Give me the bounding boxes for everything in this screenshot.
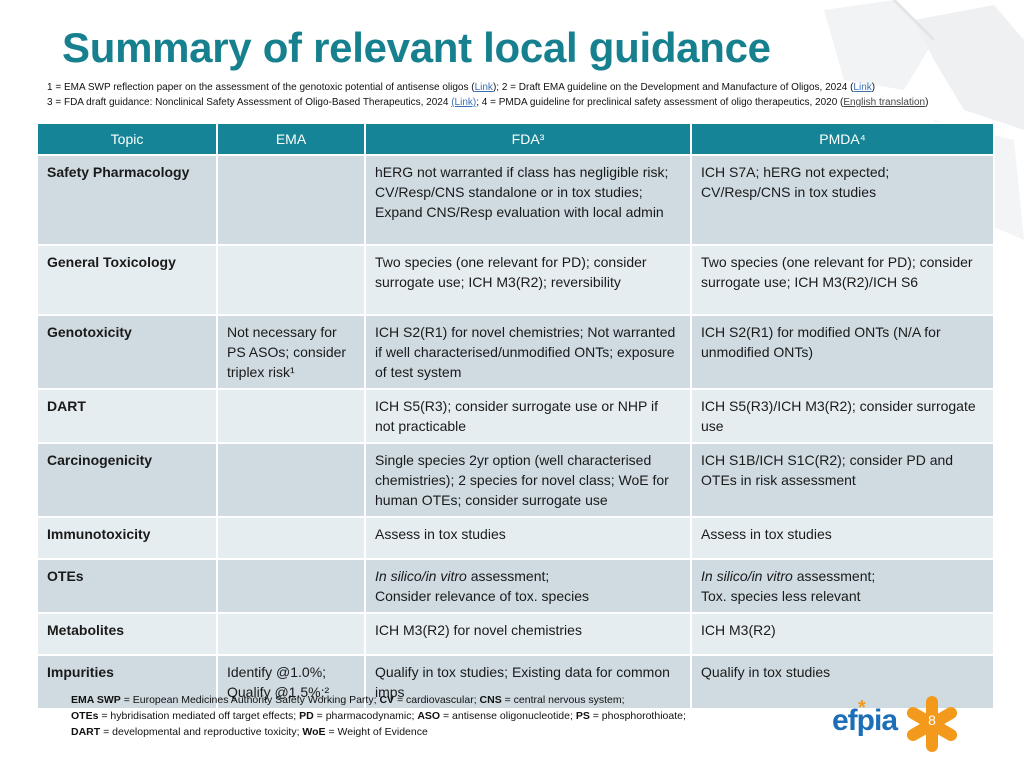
- fda-cell: ICH M3(R2) for novel chemistries: [364, 612, 692, 656]
- pmda-cell: ICH S2(R1) for modified ONTs (N/A for un…: [690, 314, 995, 390]
- fda-cell: Assess in tox studies: [364, 516, 692, 560]
- table-row: Carcinogenicity Single species 2yr optio…: [36, 442, 995, 518]
- table-row: OTEs In silico/in vitro assessment; Cons…: [36, 558, 995, 614]
- reference-line-1: 1 = EMA SWP reflection paper on the asse…: [47, 82, 876, 93]
- pmda-cell: Qualify in tox studies: [690, 654, 995, 710]
- pmda-cell: ICH S1B/ICH S1C(R2); consider PD and OTE…: [690, 442, 995, 518]
- pmda-cell: ICH S5(R3)/ICH M3(R2); consider surrogat…: [690, 388, 995, 444]
- column-header-fda: FDA³: [364, 122, 692, 156]
- reference-line-2: 3 = FDA draft guidance: Nonclinical Safe…: [47, 97, 929, 108]
- pmda-cell: ICH M3(R2): [690, 612, 995, 656]
- efpia-logo: efpia: [832, 704, 898, 737]
- topic-cell: Impurities: [36, 654, 218, 710]
- table-row: Impurities Identify @1.0%; Qualify @1.5%…: [36, 654, 995, 710]
- reference-4-link[interactable]: English translation: [843, 97, 926, 108]
- fda-cell: Single species 2yr option (well characte…: [364, 442, 692, 518]
- pmda-cell: Assess in tox studies: [690, 516, 995, 560]
- topic-cell: Immunotoxicity: [36, 516, 218, 560]
- ema-cell: [216, 516, 366, 560]
- fda-cell: ICH S2(R1) for novel chemistries; Not wa…: [364, 314, 692, 390]
- page-number: 8: [928, 712, 936, 728]
- pmda-cell: ICH S7A; hERG not expected; CV/Resp/CNS …: [690, 154, 995, 246]
- references: 1 = EMA SWP reflection paper on the asse…: [47, 80, 928, 110]
- fda-cell: hERG not warranted if class has negligib…: [364, 154, 692, 246]
- topic-cell: Safety Pharmacology: [36, 154, 218, 246]
- ema-cell: Not necessary for PS ASOs; consider trip…: [216, 314, 366, 390]
- reference-1-link[interactable]: Link: [474, 82, 493, 93]
- table-row: Genotoxicity Not necessary for PS ASOs; …: [36, 314, 995, 390]
- table-header-row: Topic EMA FDA³ PMDA⁴: [36, 122, 995, 156]
- topic-cell: General Toxicology: [36, 244, 218, 316]
- column-header-ema: EMA: [216, 122, 366, 156]
- page-number-badge-icon: [906, 696, 958, 752]
- table-row: Safety Pharmacology hERG not warranted i…: [36, 154, 995, 246]
- reference-3-link[interactable]: (Link): [451, 97, 477, 108]
- ema-cell: [216, 244, 366, 316]
- ema-cell: [216, 558, 366, 614]
- fda-cell: Qualify in tox studies; Existing data fo…: [364, 654, 692, 710]
- pmda-cell: Two species (one relevant for PD); consi…: [690, 244, 995, 316]
- topic-cell: Genotoxicity: [36, 314, 218, 390]
- table-row: Immunotoxicity Assess in tox studies Ass…: [36, 516, 995, 560]
- fda-cell: ICH S5(R3); consider surrogate use or NH…: [364, 388, 692, 444]
- topic-cell: DART: [36, 388, 218, 444]
- topic-cell: Carcinogenicity: [36, 442, 218, 518]
- abbreviations-footnote: EMA SWP = European Medicines Authority S…: [71, 694, 686, 738]
- table-row: Metabolites ICH M3(R2) for novel chemist…: [36, 612, 995, 656]
- topic-cell: OTEs: [36, 558, 218, 614]
- table-row: DART ICH S5(R3); consider surrogate use …: [36, 388, 995, 444]
- ema-cell: Identify @1.0%; Qualify @1.5%;²: [216, 654, 366, 710]
- reference-2-link[interactable]: Link: [853, 82, 872, 93]
- ema-cell: [216, 612, 366, 656]
- column-header-pmda: PMDA⁴: [690, 122, 995, 156]
- pmda-cell: In silico/in vitro assessment; Tox. spec…: [690, 558, 995, 614]
- fda-cell: In silico/in vitro assessment; Consider …: [364, 558, 692, 614]
- ema-cell: [216, 442, 366, 518]
- guidance-table: Topic EMA FDA³ PMDA⁴ Safety Pharmacology…: [36, 122, 995, 710]
- topic-cell: Metabolites: [36, 612, 218, 656]
- page-title: Summary of relevant local guidance: [62, 24, 771, 71]
- ema-cell: [216, 154, 366, 246]
- logo-star-icon: *: [858, 697, 866, 719]
- ema-cell: [216, 388, 366, 444]
- column-header-topic: Topic: [36, 122, 218, 156]
- table-row: General Toxicology Two species (one rele…: [36, 244, 995, 316]
- fda-cell: Two species (one relevant for PD); consi…: [364, 244, 692, 316]
